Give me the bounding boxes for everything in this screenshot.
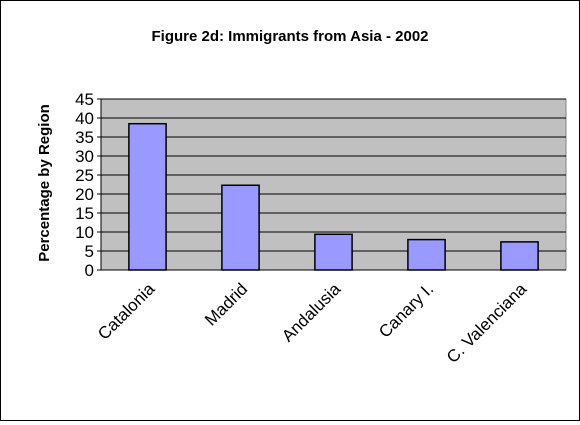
y-tick-label: 25	[75, 166, 94, 185]
bar-madrid	[221, 184, 260, 271]
y-tick-label: 0	[85, 261, 94, 280]
y-tick-label: 20	[75, 185, 94, 204]
y-tick-label: 15	[75, 204, 94, 223]
bar-catalonia	[128, 122, 167, 271]
bar-c-valenciana	[500, 241, 539, 271]
bar-andalusia	[314, 233, 353, 271]
y-tick-label: 35	[75, 128, 94, 147]
bars	[128, 122, 539, 271]
y-tick-label: 10	[75, 223, 94, 242]
x-tick-label: Andalusia	[278, 279, 345, 346]
x-tick-label: Madrid	[201, 279, 251, 329]
y-tick-label: 45	[75, 90, 94, 109]
y-axis-label: Percentage by Region	[36, 104, 53, 262]
gridlines	[101, 98, 566, 252]
x-tick-label: C. Valenciana	[443, 279, 531, 367]
x-tick-label: Canary I.	[375, 279, 437, 341]
chart-title: Figure 2d: Immigrants from Asia - 2002	[151, 28, 428, 45]
bar-canary-i	[407, 238, 446, 271]
y-tick-label: 30	[75, 147, 94, 166]
x-axis-labels: Catalonia Madrid Andalusia Canary I. C. Vale…	[94, 279, 531, 367]
y-tick-label: 40	[75, 109, 94, 128]
x-tick-label: Catalonia	[94, 279, 159, 344]
y-tick-label: 5	[85, 242, 94, 261]
